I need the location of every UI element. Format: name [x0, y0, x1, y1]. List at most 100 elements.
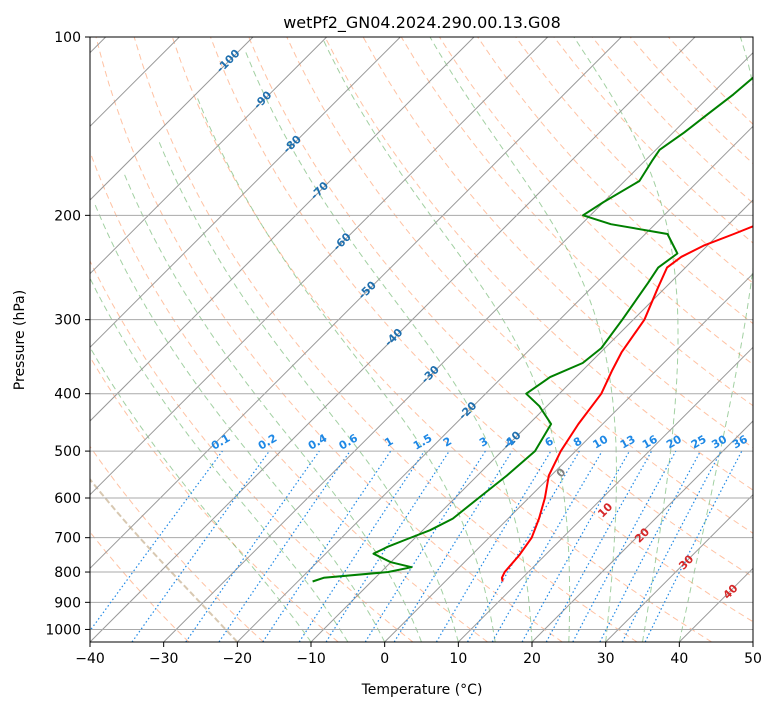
mixing-ratio-line: [364, 450, 486, 642]
dry-adiabat: [90, 259, 414, 642]
profile-series: [312, 76, 753, 583]
isotherm-line: [90, 37, 254, 201]
mixing-ratio-label: 13: [618, 433, 638, 452]
mixing-ratio-line: [131, 450, 270, 642]
dry-adiabat: [90, 445, 264, 642]
isotherm-line: [90, 37, 549, 496]
x-tick-label: −20: [223, 651, 253, 667]
x-tick-label: 10: [449, 651, 467, 667]
y-tick-label: 1000: [45, 622, 81, 638]
isotherm-line: [236, 125, 753, 642]
plot-frame: [89, 36, 754, 643]
y-tick-label: 200: [54, 208, 81, 224]
x-tick-label: 20: [523, 651, 541, 667]
y-tick-label: 800: [54, 565, 81, 581]
y-tick-label: 500: [54, 444, 81, 460]
moist-adiabat: [573, 37, 679, 642]
x-axis-ticks: −40 −30 −20 −10 0 10 20 30 40 50: [75, 642, 762, 667]
x-tick-label: 50: [744, 651, 762, 667]
mixing-ratio-label: 8: [571, 435, 584, 450]
mixing-ratio-line: [599, 450, 702, 642]
dry-adiabat: [90, 531, 190, 642]
y-tick-label: 600: [54, 491, 81, 507]
isotherm-line: [605, 493, 753, 642]
mixing-ratio-label: 16: [640, 432, 660, 451]
x-tick-label: −40: [75, 651, 105, 667]
moist-adiabat: [93, 201, 386, 642]
dry-adiabat: [90, 356, 339, 642]
x-tick-label: −10: [296, 651, 326, 667]
adiabat-label: 40: [721, 581, 741, 601]
temperature-line: [500, 225, 753, 582]
y-axis-label: Pressure (hPa): [12, 290, 28, 390]
isotherm-line: [457, 346, 753, 642]
adiabat-label: 20: [632, 525, 652, 545]
dry-adiabat: [210, 37, 753, 623]
moist-adiabat: [429, 37, 617, 642]
isotherm-line: [163, 51, 753, 642]
ice-curve: [90, 477, 239, 642]
mixing-ratio-label: 0.1: [209, 432, 232, 453]
dry-adiabat: [171, 37, 712, 642]
mixing-ratio-line: [545, 450, 653, 642]
isotherm-line: [90, 37, 475, 422]
isotherm-line: [90, 37, 328, 275]
dry-adiabat: [286, 37, 753, 534]
mixing-ratio-line: [521, 450, 631, 642]
y-tick-label: 700: [54, 531, 81, 547]
dry-adiabat: [515, 37, 753, 284]
mixing-ratio-line: [218, 450, 351, 642]
mixing-ratio-label: 36: [730, 432, 750, 451]
dry-adiabat: [324, 37, 753, 491]
mixing-ratio-line: [262, 450, 392, 642]
dry-adiabat: [553, 37, 753, 244]
y-tick-label: 900: [54, 595, 81, 611]
dewpoint-line: [312, 76, 753, 583]
moist-adiabat: [90, 346, 312, 642]
dry-adiabat: [133, 37, 638, 642]
moist-adiabat: [678, 37, 753, 642]
mixing-ratio-label: 0.2: [256, 432, 279, 453]
mixing-ratio-label: 10: [590, 432, 610, 451]
x-axis-label: Temperature (°C): [361, 682, 483, 698]
isotherm-line: [90, 37, 401, 349]
mixing-ratio-line: [393, 450, 513, 642]
dry-adiabat: [591, 37, 753, 204]
mixing-ratio-label: 0.4: [306, 431, 330, 452]
y-tick-label: 300: [54, 313, 81, 329]
mixing-ratio-line: [572, 450, 677, 642]
chart-title: wetPf2_GN04.2024.290.00.13.G08: [283, 13, 561, 33]
dry-adiabat: [90, 150, 488, 642]
mixing-ratio-label: 1: [382, 435, 395, 450]
isotherm-line: [752, 641, 753, 642]
isotherm-label: -50: [356, 278, 379, 301]
background-lines: [90, 37, 753, 642]
moist-adiabat: [123, 173, 422, 642]
x-tick-label: 0: [380, 651, 389, 667]
mixing-ratio-label: 30: [709, 432, 729, 451]
x-tick-label: −30: [149, 651, 179, 667]
y-tick-label: 100: [54, 30, 81, 46]
x-tick-label: 30: [597, 651, 615, 667]
dry-adiabat: [668, 37, 753, 125]
moist-adiabat: [244, 49, 533, 642]
isotherm-line: [310, 199, 753, 642]
adiabat-label: 30: [676, 552, 696, 572]
isotherm-line: [531, 420, 753, 642]
isotherm-line: [90, 37, 622, 570]
isotherm-label: -20: [456, 399, 479, 422]
mixing-ratio-label: 20: [664, 432, 684, 451]
y-tick-label: 400: [54, 387, 81, 403]
mixing-ratio-line: [325, 450, 450, 642]
mixing-ratio-line: [644, 450, 743, 642]
y-axis-ticks: 100 200 300 400 500 600 700 800 900 1000: [45, 30, 90, 638]
moist-adiabat: [195, 94, 496, 642]
dry-adiabat: [95, 37, 563, 642]
mixing-ratio-label: 1.5: [411, 432, 434, 453]
mixing-ratio-line: [435, 450, 552, 642]
dry-adiabat: [248, 37, 753, 578]
mixing-ratio-line: [90, 450, 223, 632]
moist-adiabat: [321, 37, 571, 642]
isotherm-line: [90, 37, 696, 642]
